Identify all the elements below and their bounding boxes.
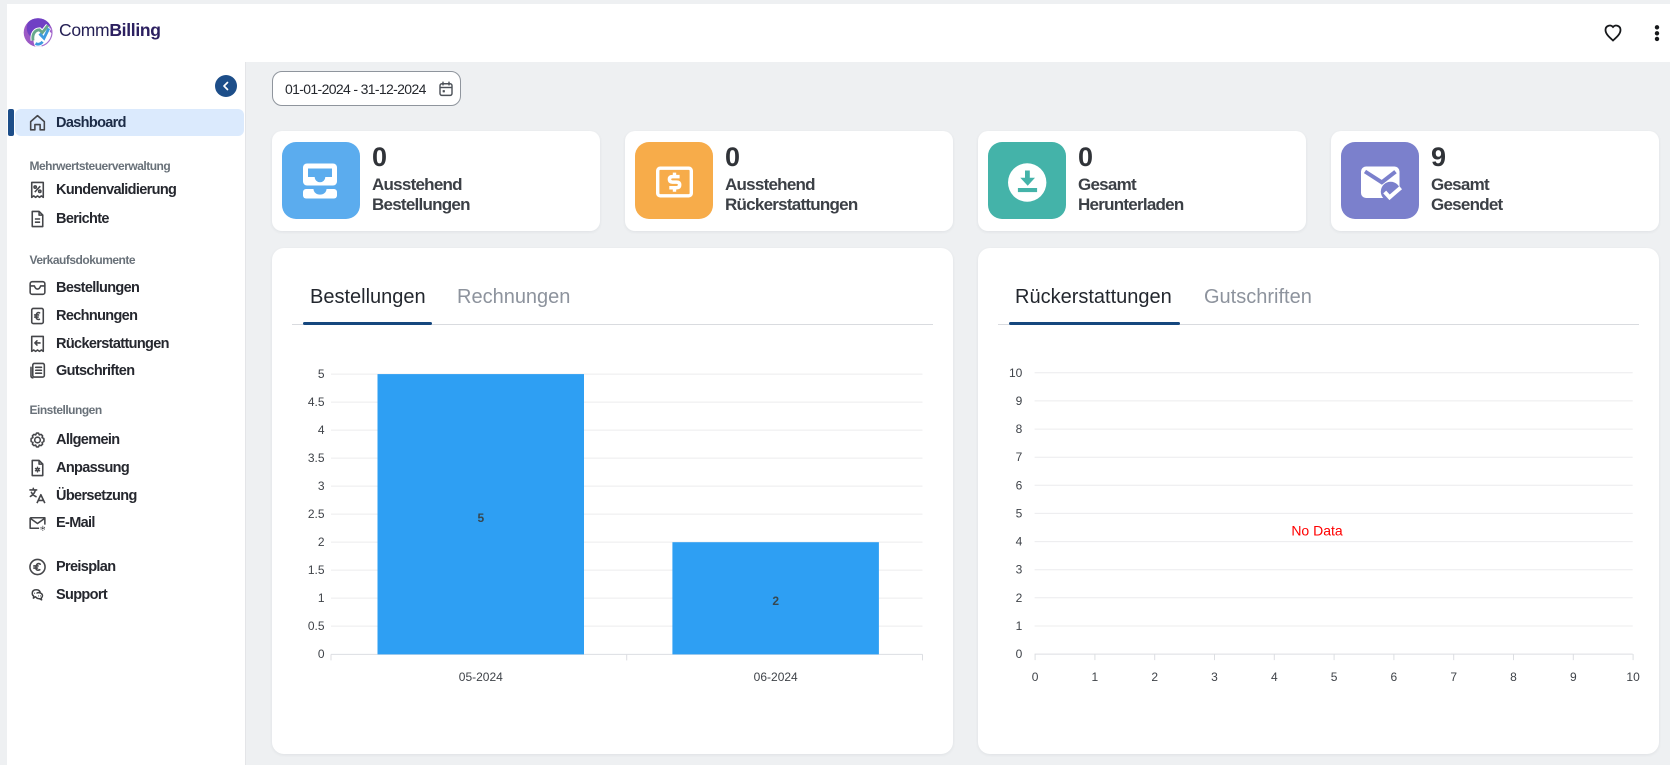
svg-text:2: 2 [1151,670,1158,684]
svg-text:5: 5 [477,511,484,525]
svg-text:10: 10 [1626,670,1640,684]
svg-text:1: 1 [318,591,325,605]
svg-text:3.5: 3.5 [308,451,325,465]
svg-text:1.5: 1.5 [308,563,325,577]
svg-text:6: 6 [1016,478,1023,492]
svg-text:4.5: 4.5 [308,395,325,409]
svg-text:3: 3 [1016,563,1023,577]
svg-text:3: 3 [1211,670,1218,684]
svg-text:8: 8 [1510,670,1517,684]
svg-text:7: 7 [1016,450,1023,464]
svg-text:5: 5 [318,367,325,381]
svg-text:2.5: 2.5 [308,507,325,521]
svg-text:1: 1 [1016,619,1023,633]
svg-text:5: 5 [1016,506,1023,520]
svg-text:3: 3 [318,479,325,493]
svg-text:8: 8 [1016,422,1023,436]
svg-text:4: 4 [1271,670,1278,684]
svg-text:1: 1 [1092,670,1099,684]
svg-text:9: 9 [1570,670,1577,684]
svg-text:No Data: No Data [1291,523,1343,539]
svg-text:7: 7 [1450,670,1457,684]
svg-text:2: 2 [1016,591,1023,605]
svg-text:10: 10 [1009,366,1023,380]
svg-text:0: 0 [318,647,325,661]
svg-text:0.5: 0.5 [308,619,325,633]
svg-text:0: 0 [1016,647,1023,661]
svg-text:4: 4 [1016,535,1023,549]
svg-text:06-2024: 06-2024 [754,670,798,684]
svg-text:2: 2 [318,535,325,549]
svg-text:0: 0 [1032,670,1039,684]
svg-text:6: 6 [1391,670,1398,684]
svg-text:2: 2 [772,594,779,608]
svg-text:5: 5 [1331,670,1338,684]
svg-text:9: 9 [1016,394,1023,408]
svg-text:05-2024: 05-2024 [459,670,503,684]
svg-text:4: 4 [318,423,325,437]
